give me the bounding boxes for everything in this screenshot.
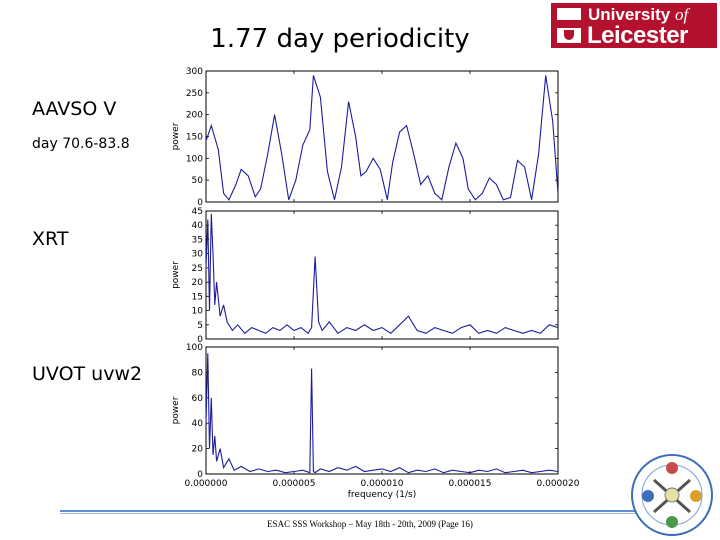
footer-rule-thin	[60, 513, 670, 514]
plot-frame	[205, 70, 559, 203]
y-axis-label: power	[171, 122, 181, 150]
y-tick-label: 60	[192, 394, 204, 404]
label-aavso: AAVSO V	[32, 98, 117, 120]
label-xrt: XRT	[32, 228, 69, 250]
label-aavso-days: day 70.6-83.8	[32, 136, 130, 152]
y-tick-label: 100	[186, 154, 203, 164]
workshop-badge-icon	[631, 454, 713, 536]
x-tick-label: 0.000010	[361, 479, 404, 489]
y-tick-label: 25	[192, 264, 203, 274]
plot-frame	[205, 346, 559, 475]
y-tick-label: 0	[197, 335, 203, 345]
crest-icon	[557, 8, 581, 43]
x-tick-label: 0.000005	[273, 479, 316, 489]
label-uvot: UVOT uvw2	[32, 363, 143, 385]
y-tick-label: 45	[192, 207, 203, 217]
y-tick-label: 40	[192, 419, 204, 429]
y-tick-label: 35	[192, 235, 203, 245]
x-tick-label: 0.000015	[449, 479, 492, 489]
slide-title: 1.77 day periodicity	[210, 24, 470, 54]
series-line	[205, 213, 559, 335]
logo-line2: Leicester	[587, 22, 688, 49]
x-tick-label: 0.000020	[537, 479, 580, 489]
y-tick-label: 0	[197, 470, 203, 480]
y-tick-label: 20	[192, 445, 204, 455]
series-line	[205, 353, 559, 474]
y-tick-label: 80	[192, 368, 204, 378]
logo-line1: University	[588, 5, 675, 24]
x-axis-label: frequency (1/s)	[348, 490, 416, 500]
university-logo: University of Leicester	[551, 3, 717, 49]
y-tick-label: 10	[192, 307, 204, 317]
y-tick-label: 0	[197, 198, 203, 208]
footer-rule	[60, 510, 670, 512]
y-axis-label: power	[171, 261, 181, 289]
series-line	[205, 75, 559, 201]
x-tick-label: 0.000000	[185, 479, 228, 489]
y-axis-label: power	[171, 396, 181, 424]
y-tick-label: 150	[186, 133, 203, 143]
y-tick-label: 50	[192, 176, 204, 186]
y-tick-label: 5	[197, 321, 203, 331]
y-tick-label: 40	[192, 221, 204, 231]
y-tick-label: 100	[186, 343, 203, 353]
footer-text: ESAC SSS Workshop – May 18th - 20th, 200…	[267, 519, 473, 529]
y-tick-label: 250	[186, 89, 203, 99]
y-tick-label: 300	[186, 67, 203, 77]
y-tick-label: 30	[192, 250, 204, 260]
y-tick-label: 15	[192, 292, 203, 302]
plot-frame	[205, 210, 559, 340]
y-tick-label: 20	[192, 278, 204, 288]
y-tick-label: 200	[186, 111, 203, 121]
logo-of: of	[674, 5, 689, 24]
